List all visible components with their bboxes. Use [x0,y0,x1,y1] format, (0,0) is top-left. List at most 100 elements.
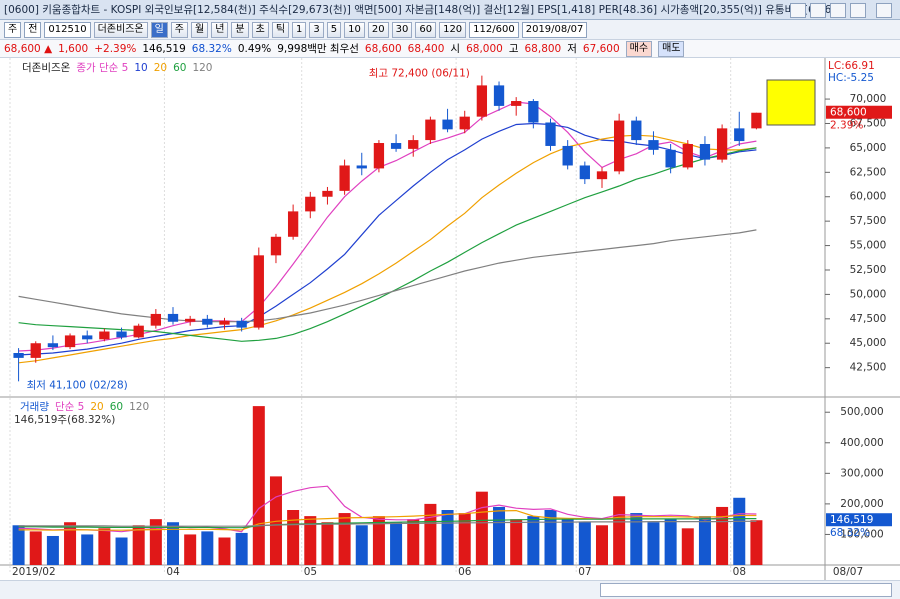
toolbar-button[interactable]: 더존비즈온 [93,21,148,38]
volume-info: 146,519주(68.32%) [14,414,115,426]
toolbar-field[interactable]: 112/600 [469,21,519,38]
scroll-track[interactable] [600,583,892,597]
y-tick-label: 50,000 [850,288,887,300]
y-tick-label: 100,000 [840,528,883,540]
y-tick-label: 47,500 [850,313,887,325]
candle-body [253,255,264,328]
candle-body [339,165,350,191]
volume-bar [355,525,368,565]
candle-body [408,140,419,149]
window-button[interactable] [850,3,866,18]
background [0,58,900,580]
toolbar: 주 전 012510 더존비즈온 일 주 월 년 분 초 틱 1 3 5 10 20 30 60 120 112/60… [0,20,900,40]
candle-body [425,119,436,141]
volume-ratio-label: 68.32% [830,527,870,539]
high-note: 최고 72,400 (06/11) [369,68,470,80]
candle-body [751,112,762,129]
toolbar-button[interactable]: 년 [211,21,229,38]
date-label: 08/07 [833,566,863,578]
toolbar-button[interactable]: 1 [292,21,307,38]
candle-body [390,143,402,149]
price-tag [826,105,892,119]
candle-body [322,190,333,197]
candle-body [682,143,693,168]
toolbar-field[interactable]: 전 [24,21,42,38]
volume-bar [12,525,25,565]
volume-bar [390,522,403,565]
y-tick-label: 62,500 [850,166,887,178]
toolbar-button[interactable]: 3 [309,21,324,38]
hc-label: HC:-5.25 [828,72,874,84]
toolbar-button[interactable]: 120 [439,21,467,38]
candle-body [614,120,625,172]
toolbar-field[interactable]: 012510 [44,21,91,38]
y-tick-label: 200,000 [840,498,883,510]
y-tick-label: 57,500 [850,215,887,227]
candle-body [185,318,196,322]
x-tick-label: 04 [166,566,180,578]
toolbar-button[interactable]: 분 [231,21,249,38]
x-tick-label: 06 [458,566,472,578]
candle-body [270,236,282,256]
toolbar-button[interactable]: 주 [170,21,188,38]
y-tick-label: 60,000 [850,191,887,203]
volume-bar [578,522,591,565]
candle-body [356,165,367,169]
volume-bar [441,510,454,565]
window-button[interactable] [830,3,846,18]
candle-body [459,116,470,130]
legend-entry: 종가 단순 5 [76,62,128,74]
candle-body [133,325,144,338]
window-button[interactable] [810,3,826,18]
volume-bar [561,519,574,565]
volume-bar [218,537,231,565]
volume-bar [201,531,214,565]
candle-body [116,331,127,338]
buy-button[interactable]: 매수 [625,40,653,57]
volume-bar [46,535,59,565]
legend-entry: 120 [192,62,212,74]
toolbar-button[interactable]: 60 [415,21,437,38]
ma-line [18,229,757,323]
turnover: 0.49% [237,42,272,55]
legend-name: 더존비즈온 [22,62,71,74]
candle-body [579,165,590,180]
volume-bar [681,528,694,565]
volume-bar [493,506,506,565]
candle-body [30,343,41,358]
toolbar-button[interactable]: 20 [367,21,389,38]
open: 68,000 [466,42,503,55]
toolbar-button[interactable]: 틱 [271,21,290,38]
y-tick-label: 500,000 [840,406,883,418]
volume-bar [544,510,557,565]
toolbar-button[interactable]: 초 [251,21,269,38]
toolbar-button[interactable]: 10 [344,21,365,38]
label: 고 [508,43,519,55]
candle-body [716,128,728,160]
close-button[interactable] [876,3,892,18]
toolbar-field[interactable]: 주 [4,21,22,38]
candle-body [511,101,522,106]
y-tick-label: 42,500 [850,362,887,374]
volume-bar [407,519,420,565]
ask: 68,600 [364,42,402,55]
title-bar: [0600] 키움종합차트 - KOSPI 외국인보유[12,584(천)] 주… [0,0,900,20]
legend: 더존비즈온 종가 단순 5 10 20 60 120 [22,62,212,74]
toolbar-button[interactable]: 월 [191,21,209,38]
toolbar-button[interactable]: 5 [326,21,342,38]
toolbar-field[interactable]: 2019/08/07 [521,21,588,38]
y-tick-label: 300,000 [840,467,883,479]
window-button[interactable] [790,3,806,18]
toolbar-button[interactable]: 일 [150,21,168,38]
candle-body [493,85,505,106]
candle-body [150,313,161,326]
toolbar-button[interactable]: 30 [391,21,413,38]
vol-ratio: 68.32% [191,42,232,55]
candle-body [236,320,247,328]
sell-button[interactable]: 매도 [658,40,685,57]
y-tick-label: 67,500 [850,117,887,129]
volume-ma-line [18,520,757,527]
price-row: 68,600 ▲ 1,600 +2.39% 146,519 68.32% 0.4… [0,40,900,58]
y-tick-label: 55,000 [850,240,887,252]
